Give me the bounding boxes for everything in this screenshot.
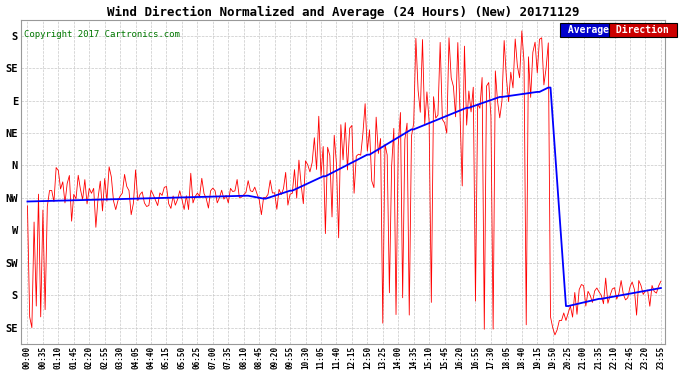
Text: Copyright 2017 Cartronics.com: Copyright 2017 Cartronics.com xyxy=(24,30,180,39)
Text: Direction: Direction xyxy=(611,25,675,34)
Text: Average: Average xyxy=(562,25,615,34)
Title: Wind Direction Normalized and Average (24 Hours) (New) 20171129: Wind Direction Normalized and Average (2… xyxy=(107,6,580,19)
